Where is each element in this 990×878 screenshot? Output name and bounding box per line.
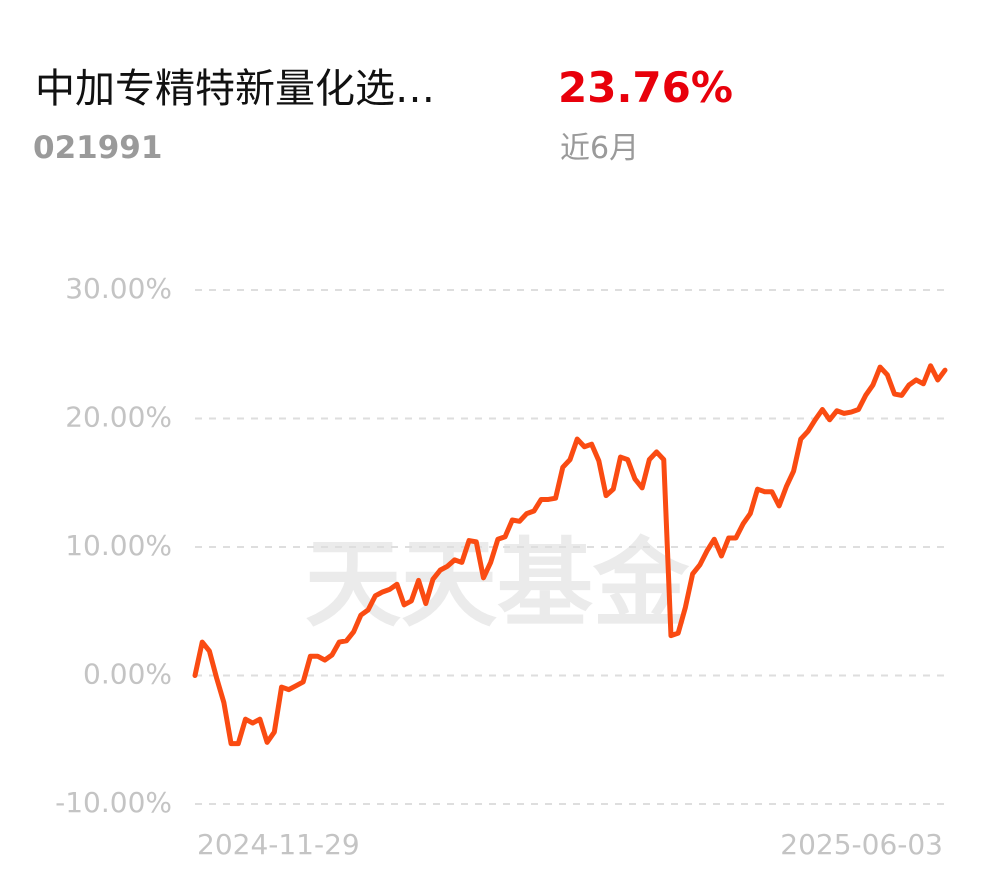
y-tick-label: 10.00% xyxy=(65,529,172,562)
fund-code: 021991 xyxy=(33,130,162,166)
plot-area: 30.00% 20.00% 10.00% 0.00% -10.00% 2024-11-29… xyxy=(55,272,948,861)
y-tick-label: 20.00% xyxy=(65,401,172,434)
return-value: 23.76% xyxy=(558,63,733,112)
x-tick-label: 2024-11-29 xyxy=(197,828,360,861)
y-tick-label: 30.00% xyxy=(65,272,172,305)
return-line xyxy=(192,363,948,747)
y-tick-label: 0.00% xyxy=(83,658,172,691)
y-tick-label: -10.00% xyxy=(55,786,172,819)
x-tick-label: 2025-06-03 xyxy=(780,828,943,861)
return-period: 近6月 xyxy=(560,131,639,166)
fund-title: 中加专精特新量化选… xyxy=(35,66,435,112)
